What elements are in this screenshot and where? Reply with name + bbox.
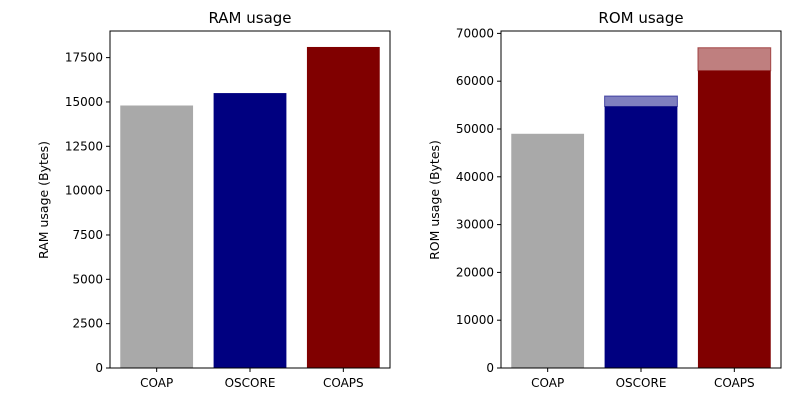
y-tick-label: 60000	[456, 74, 494, 88]
y-tick-label: 17500	[65, 51, 103, 65]
y-tick-label: 50000	[456, 122, 494, 136]
bars	[120, 46, 380, 368]
y-tick-label: 70000	[456, 26, 494, 40]
x-tick-label: OSCORE	[616, 376, 667, 390]
y-tick-label: 5000	[72, 272, 103, 286]
y-tick-label: 15000	[65, 95, 103, 109]
bar-coap	[120, 105, 194, 368]
ram-usage-chart: RAM usage 0 2500 5000 7500 10000 12500 15000 17…	[36, 9, 391, 390]
bar-coap	[511, 133, 585, 368]
y-ticks: 0 2500 5000 7500 10000 12500 15000 17500	[65, 51, 110, 375]
rom-usage-chart: ROM usage 0 10000 20000 30000 40000 50000 6000…	[427, 9, 782, 390]
y-tick-label: 20000	[456, 265, 494, 279]
bars	[511, 47, 772, 369]
x-tick-label: COAP	[140, 376, 173, 390]
chart-title: ROM usage	[598, 9, 683, 27]
x-tick-label: COAP	[531, 376, 564, 390]
x-ticks: COAP OSCORE COAPS	[531, 368, 755, 390]
y-tick-label: 12500	[65, 139, 103, 153]
chart-title: RAM usage	[208, 9, 291, 27]
y-tick-label: 10000	[65, 184, 103, 198]
bar-oscore	[604, 106, 678, 368]
x-tick-label: COAPS	[323, 376, 364, 390]
bar-oscore	[213, 93, 287, 368]
y-tick-label: 0	[95, 361, 103, 375]
y-axis-label: RAM usage (Bytes)	[36, 141, 51, 259]
y-ticks: 0 10000 20000 30000 40000 50000 60000 70000	[456, 26, 501, 375]
x-ticks: COAP OSCORE COAPS	[140, 368, 364, 390]
bar-coaps	[697, 70, 771, 369]
x-tick-label: OSCORE	[225, 376, 276, 390]
x-tick-label: COAPS	[714, 376, 755, 390]
y-tick-label: 10000	[456, 313, 494, 327]
y-tick-label: 30000	[456, 218, 494, 232]
y-axis-label: ROM usage (Bytes)	[427, 140, 442, 260]
bar-extra-oscore	[604, 95, 678, 108]
bar-extra-coaps	[697, 47, 772, 72]
y-tick-label: 40000	[456, 170, 494, 184]
y-tick-label: 0	[486, 361, 494, 375]
y-tick-label: 2500	[72, 317, 103, 331]
bar-coaps	[306, 46, 380, 368]
y-tick-label: 7500	[72, 228, 103, 242]
